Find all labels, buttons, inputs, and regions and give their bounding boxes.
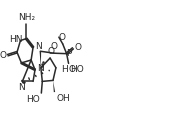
Text: P: P [66, 49, 71, 58]
Text: N: N [35, 42, 42, 51]
Text: O: O [50, 42, 57, 51]
Text: O: O [75, 43, 82, 52]
Text: HO: HO [26, 95, 40, 104]
Text: O: O [47, 47, 54, 56]
Text: O: O [68, 65, 76, 74]
Text: NH₂: NH₂ [18, 13, 36, 22]
Text: O: O [59, 33, 66, 42]
Text: N: N [37, 64, 44, 73]
Text: H: H [61, 65, 68, 74]
Text: HO: HO [70, 65, 84, 74]
Text: OH: OH [56, 94, 70, 103]
Polygon shape [40, 51, 41, 68]
Text: N: N [18, 83, 25, 92]
Text: HN: HN [10, 35, 23, 44]
Text: O: O [0, 51, 7, 60]
Polygon shape [53, 80, 55, 92]
